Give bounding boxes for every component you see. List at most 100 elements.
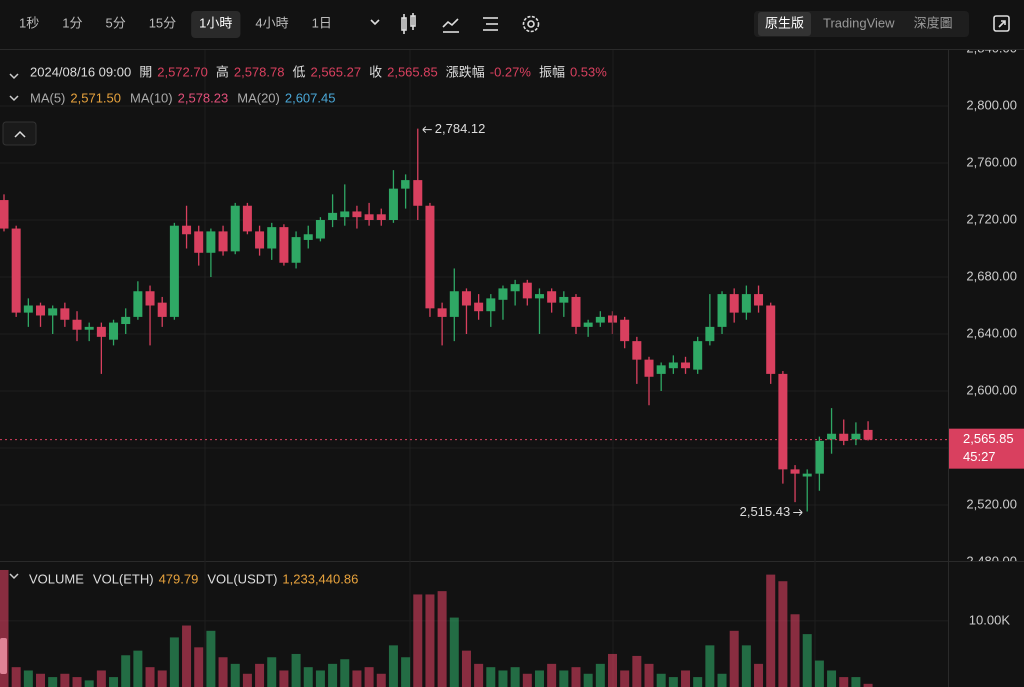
candle-body [60,308,70,320]
volume-name: VOL(ETH) [93,571,154,586]
volume-label: 479.79 [159,571,199,586]
interval-selected [191,11,241,38]
interval-button[interactable]: 15分 [149,15,176,30]
volume-bar [583,673,593,687]
volume-bar [559,670,569,687]
view-tab[interactable]: TradingView [823,15,895,30]
volume-bar [242,673,252,687]
volume-bar [595,663,605,687]
interval-button[interactable]: 1秒 [19,15,39,30]
info-label: 低 [292,64,305,79]
candle-body [206,231,216,253]
volume-bar [486,667,496,687]
candle-body [48,308,58,316]
candle-body [182,225,192,235]
interval-button[interactable]: 1日 [312,15,332,30]
candle-body [461,291,471,306]
interval-button[interactable]: 4小時 [255,15,288,30]
candle-body [474,302,484,312]
volume-bar [547,663,557,687]
info-value: 2,565.27 [310,64,361,79]
candle-body [668,362,678,369]
candle-body [583,322,593,327]
candle-body [705,326,715,342]
volume-bar [267,657,277,687]
info-value: 2,565.85 [387,64,438,79]
interval-chevron[interactable] [370,19,380,26]
interval-button[interactable]: 1小時 [199,15,232,30]
candle-body [96,326,106,337]
volume-bar [863,683,873,687]
volume-bar [11,667,21,687]
collapse-chevron[interactable] [14,130,26,138]
volume-bar [839,677,849,687]
volume-bar [218,657,228,687]
candle-body [401,180,411,189]
candle-body [656,365,666,374]
volume-bar [315,670,325,687]
volume-bar [790,614,800,687]
candle-body [121,316,131,325]
gear-icon[interactable] [522,15,540,33]
info-chevrons[interactable] [9,73,19,102]
volume-bar [571,667,581,687]
view-tab[interactable]: 原生版 [765,15,804,30]
y-tick-label: 2,840.00 [966,40,1017,55]
ma-name: MA(10) [130,90,173,105]
fullscreen-icon[interactable] [993,15,1010,32]
candle-body [778,373,788,470]
candle-body [595,316,605,323]
volume-bar [778,581,788,687]
candle-body [291,237,301,263]
volume-bar [802,634,812,687]
interval-button[interactable]: 5分 [105,15,125,30]
candle-body [413,180,423,206]
info-label: 收 [369,64,382,79]
volume-bar [328,663,338,687]
indicator-icon[interactable] [442,18,459,33]
y-tick-label: 2,720.00 [966,211,1017,226]
volume-chevron[interactable] [9,573,19,580]
candle-body [486,298,496,312]
candle-body [766,305,776,374]
volume-bar [157,670,167,687]
volume-bar [0,569,9,687]
volume-bar [754,663,764,687]
info-value: 0.53% [570,64,607,79]
volume-bar [109,677,119,687]
y-tick-label: 2,640.00 [966,325,1017,340]
candle-type-icon[interactable] [401,13,416,34]
candle-body [449,291,459,317]
volume-bar [681,670,691,687]
candle-body [717,294,727,327]
candle-body [681,362,691,369]
volume-bar [340,659,350,687]
candle-body [328,212,338,220]
info-date: 2024/08/16 09:00 [30,64,131,79]
y-tick-label: 2,760.00 [966,154,1017,169]
candle-body [84,326,94,330]
candle-body [839,433,849,441]
volume-bar [401,657,411,687]
volume-bar [169,637,179,687]
countdown: 45:27 [963,449,996,464]
candle-body [802,473,812,477]
toolbar-icons[interactable] [370,13,1010,34]
candle-body [303,234,313,240]
volume-bar [230,663,240,687]
candle-body [547,291,557,303]
settings-list-icon[interactable] [483,17,498,31]
candle-body [693,341,703,370]
candle-body [133,291,143,317]
candle-body [352,211,362,218]
candle-body [851,433,861,440]
y-tick-label: 2,520.00 [966,496,1017,511]
y-tick-label: 2,800.00 [966,97,1017,112]
interval-button[interactable]: 1分 [62,15,82,30]
volume-bar [425,594,435,687]
candle-body [279,227,289,263]
view-tab[interactable]: 深度圖 [914,15,953,30]
